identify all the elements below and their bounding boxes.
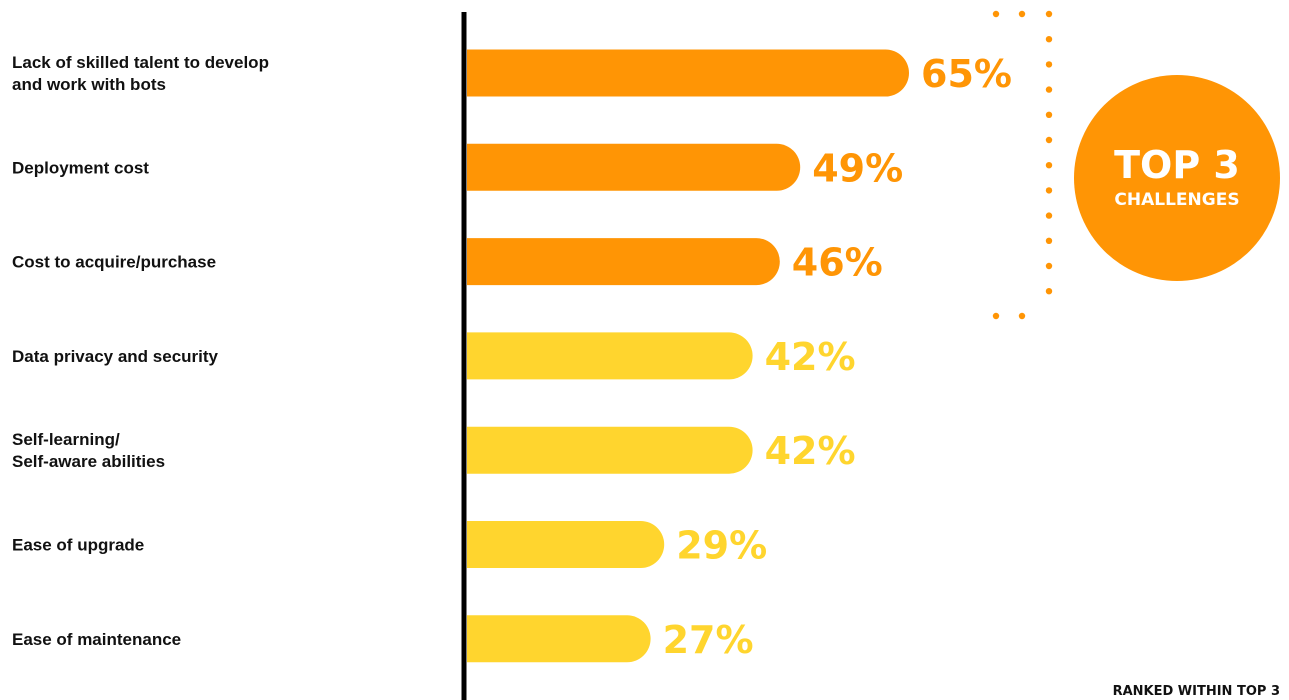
bracket-dot — [1045, 86, 1053, 93]
category-label: Self-aware abilities — [12, 452, 165, 471]
bracket-dot — [1045, 61, 1053, 68]
bracket-dot — [1018, 312, 1026, 320]
top3-badge-subtitle: CHALLENGES — [1114, 190, 1239, 210]
category-label: Ease of upgrade — [12, 536, 144, 555]
value-label: 65% — [921, 52, 1012, 96]
value-label: 49% — [812, 146, 903, 190]
footnote: RANKED WITHIN TOP 3 — [1113, 684, 1280, 699]
top3-badge-title: TOP 3 — [1114, 143, 1240, 187]
category-label: Self-learning/ — [12, 430, 120, 449]
bracket-dot — [1045, 136, 1053, 144]
bracket-dot — [1045, 212, 1053, 219]
bracket-dot — [1045, 237, 1053, 244]
bars — [467, 49, 909, 663]
category-label: Data privacy and security — [12, 347, 219, 366]
value-label: 42% — [765, 335, 856, 379]
bracket-dot — [1045, 36, 1053, 43]
bracket-dot — [1045, 262, 1053, 270]
bracket-dot — [1045, 187, 1053, 194]
value-label: 29% — [676, 524, 767, 568]
bracket-dot — [1045, 111, 1053, 119]
category-label: Cost to acquire/purchase — [12, 253, 216, 272]
bracket-dot — [992, 312, 1000, 320]
top3-bracket — [992, 10, 1053, 320]
category-label: Deployment cost — [12, 158, 149, 177]
value-labels: 65% 49% 46% 42% 42% 29% 27% — [663, 52, 1012, 662]
category-labels: Lack of skilled talent to develop and wor… — [12, 53, 269, 649]
category-label: Lack of skilled talent to develop — [12, 53, 269, 72]
bracket-dot — [1018, 10, 1026, 18]
bar — [467, 143, 801, 191]
bracket-dot — [992, 10, 1000, 18]
top3-badge: TOP 3 CHALLENGES — [1074, 75, 1280, 281]
bar — [467, 615, 651, 663]
bar — [467, 426, 753, 474]
bar — [467, 332, 753, 380]
bar — [467, 238, 780, 286]
top3-badge-circle — [1074, 75, 1280, 281]
bracket-dot — [1045, 288, 1053, 295]
value-label: 46% — [792, 241, 883, 285]
bracket-dot — [1045, 162, 1053, 169]
category-label: and work with bots — [12, 75, 166, 94]
value-label: 27% — [663, 618, 754, 662]
value-label: 42% — [765, 429, 856, 473]
bracket-dot — [1045, 10, 1053, 18]
category-label: Ease of maintenance — [12, 630, 181, 649]
bar — [467, 49, 909, 97]
bar — [467, 521, 665, 568]
